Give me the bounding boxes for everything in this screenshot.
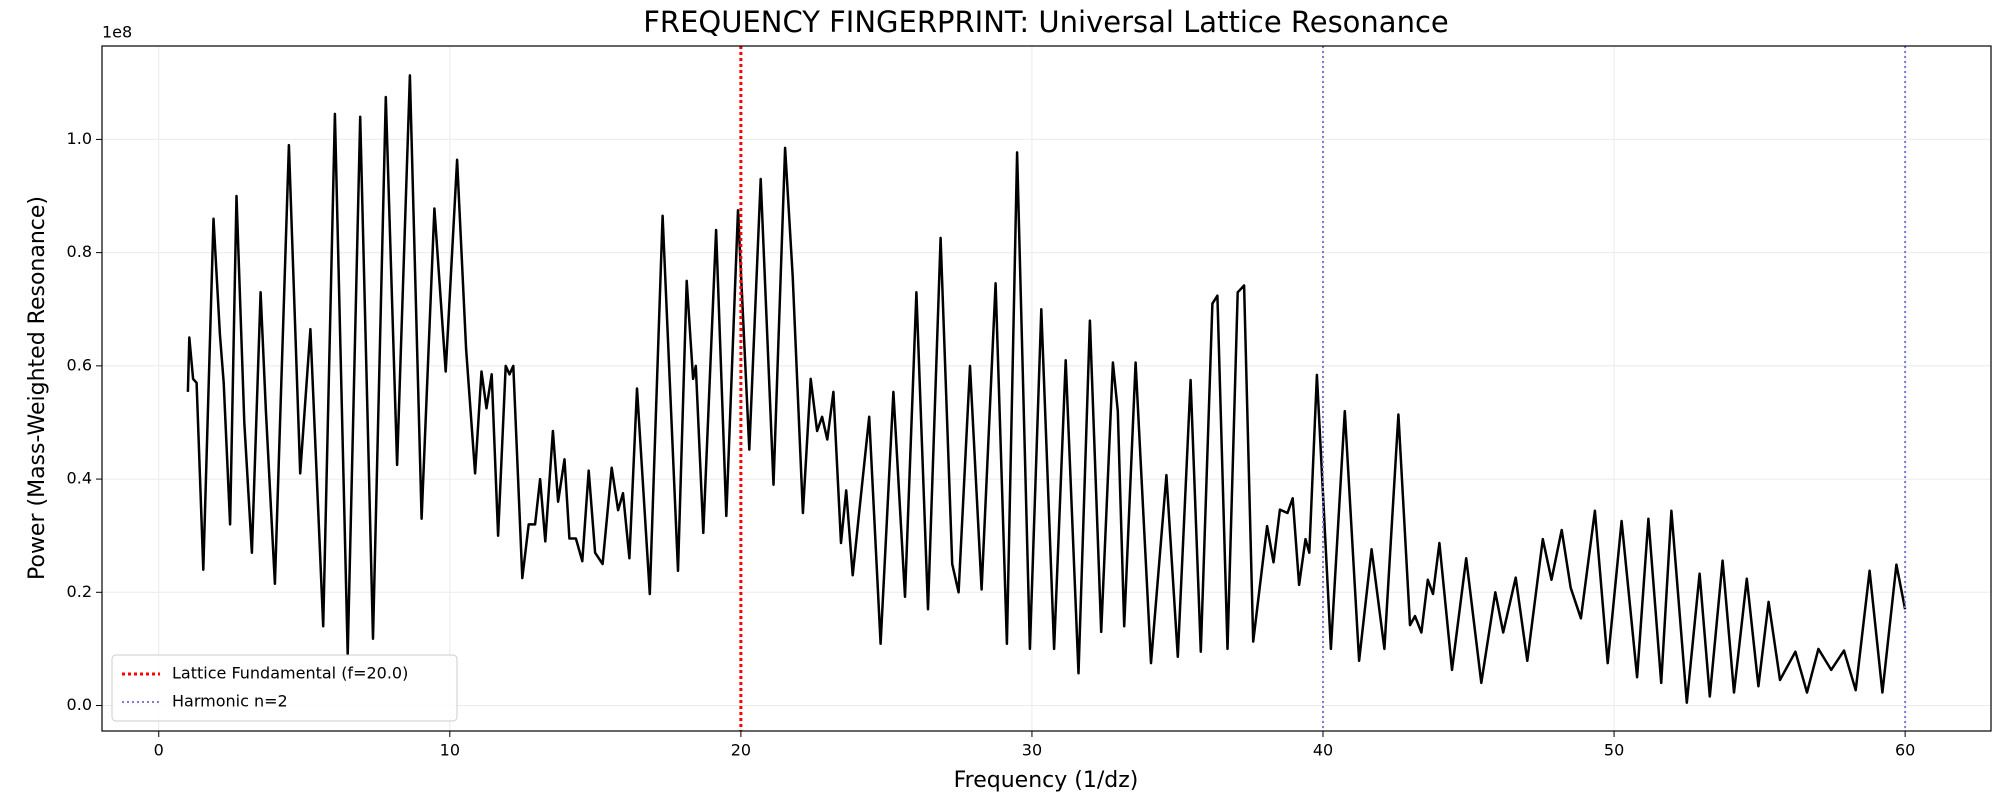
legend-label: Harmonic n=2 (172, 692, 288, 711)
plot-frame (101, 45, 1992, 732)
x-tick-label: 60 (1895, 741, 1915, 760)
x-tick-label: 40 (1313, 741, 1333, 760)
y-tick-label: 0.6 (67, 355, 92, 374)
legend-label: Lattice Fundamental (f=20.0) (172, 664, 408, 683)
chart-title: FREQUENCY FINGERPRINT: Universal Lattice… (643, 5, 1449, 39)
y-tick-label: 0.8 (67, 242, 92, 261)
x-axis-label: Frequency (1/dz) (954, 768, 1139, 793)
legend: Lattice Fundamental (f=20.0) Harmonic n=2 (111, 654, 458, 722)
line-series (186, 74, 1907, 704)
offset-text: 1e8 (102, 23, 132, 42)
y-axis-label: Power (Mass-Weighted Resonance) (25, 196, 50, 580)
legend-box (111, 654, 458, 722)
y-tick-label: 0.0 (67, 695, 92, 714)
x-tick-label: 30 (1022, 741, 1042, 760)
y-tick-label: 1.0 (67, 129, 92, 148)
x-tick-label: 50 (1604, 741, 1624, 760)
y-tick-label: 0.2 (67, 582, 92, 601)
x-tick-label: 0 (154, 741, 164, 760)
x-tick-label: 20 (731, 741, 751, 760)
y-tick-label: 0.4 (67, 469, 92, 488)
x-tick-label: 10 (440, 741, 460, 760)
